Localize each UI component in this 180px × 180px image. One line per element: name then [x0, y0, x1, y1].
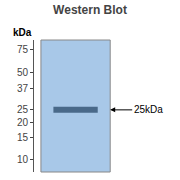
svg-text:50: 50: [17, 67, 29, 78]
svg-text:37: 37: [17, 83, 29, 94]
svg-text:15: 15: [17, 132, 29, 143]
svg-text:kDa: kDa: [13, 27, 32, 38]
svg-text:25: 25: [17, 104, 29, 115]
svg-text:10: 10: [17, 154, 29, 165]
svg-text:25kDa: 25kDa: [134, 104, 163, 115]
svg-text:75: 75: [17, 44, 29, 55]
svg-text:Western Blot: Western Blot: [53, 3, 127, 17]
svg-text:20: 20: [17, 117, 29, 128]
